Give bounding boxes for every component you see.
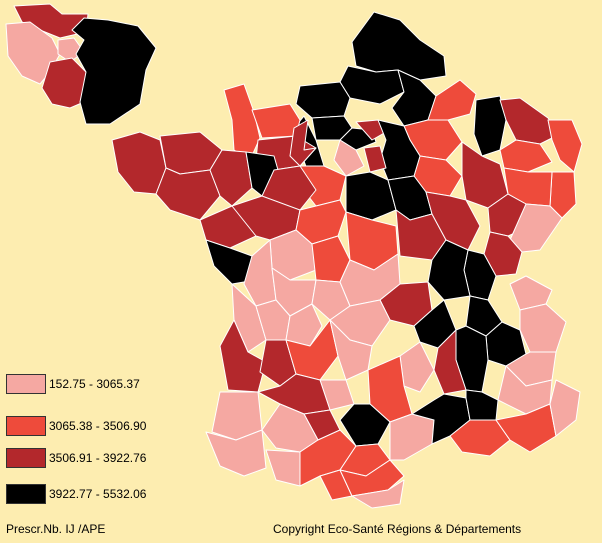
- copyright-label: Copyright Eco-Santé Régions & Départemen…: [273, 522, 522, 536]
- legend-label-1: 152.75 - 3065.37: [49, 377, 140, 391]
- dept-somme[interactable]: [295, 81, 351, 119]
- dept-isere[interactable]: [519, 303, 567, 353]
- dept-deux-sevres[interactable]: [243, 239, 277, 307]
- legend-swatch-4: [6, 484, 46, 504]
- legend-item-2: 3065.38 - 3506.90: [6, 416, 146, 436]
- dept-charente-maritime[interactable]: [231, 283, 267, 353]
- dept-finistere[interactable]: [111, 131, 167, 195]
- dept-haute-loire[interactable]: [399, 341, 435, 393]
- legend-swatch-1: [6, 374, 46, 394]
- dept-pyrenees-orientales[interactable]: [351, 479, 405, 509]
- dept-nord[interactable]: [351, 11, 447, 81]
- dept-herault[interactable]: [389, 413, 435, 461]
- inset-region-5[interactable]: [71, 17, 157, 125]
- dept-pyrenees-atlantiques[interactable]: [205, 429, 267, 477]
- dept-moselle[interactable]: [499, 97, 561, 145]
- dept-lot-et-garonne[interactable]: [257, 373, 331, 415]
- legend-item-3: 3506.91 - 3922.76: [6, 448, 146, 468]
- dept-manche[interactable]: [223, 83, 261, 161]
- dept-meurthe-moselle[interactable]: [499, 139, 553, 173]
- paris-inset: [5, 3, 157, 125]
- legend-label-3: 3506.91 - 3922.76: [49, 451, 147, 465]
- inset-region-4[interactable]: [41, 57, 87, 109]
- legend-swatch-3: [6, 448, 46, 468]
- dept-alpes-maritimes[interactable]: [549, 379, 581, 437]
- legend-label-2: 3065.38 - 3506.90: [49, 419, 147, 433]
- dept-vaucluse[interactable]: [465, 389, 499, 421]
- dept-haute-vienne[interactable]: [285, 303, 323, 347]
- dept-saone-et-loire[interactable]: [427, 239, 471, 301]
- dept-eure[interactable]: [289, 119, 317, 167]
- france-map: [111, 11, 583, 509]
- indicator-label: Prescr.Nb. IJ /APE: [6, 522, 106, 536]
- legend-item-4: 3922.77 - 5532.06: [6, 484, 146, 504]
- dept-hautes-pyrenees[interactable]: [265, 449, 301, 487]
- legend-label-4: 3922.77 - 5532.06: [49, 487, 147, 501]
- dept-cote-dor[interactable]: [425, 191, 481, 251]
- dept-bas-rhin[interactable]: [547, 119, 583, 173]
- dept-savoie[interactable]: [509, 275, 553, 311]
- dept-essonne[interactable]: [363, 145, 387, 173]
- dept-yvelines[interactable]: [333, 139, 365, 177]
- dept-ardennes[interactable]: [427, 79, 477, 121]
- legend-swatch-2: [6, 416, 46, 436]
- legend-item-1: 152.75 - 3065.37: [6, 374, 140, 394]
- dept-morbihan[interactable]: [155, 167, 221, 221]
